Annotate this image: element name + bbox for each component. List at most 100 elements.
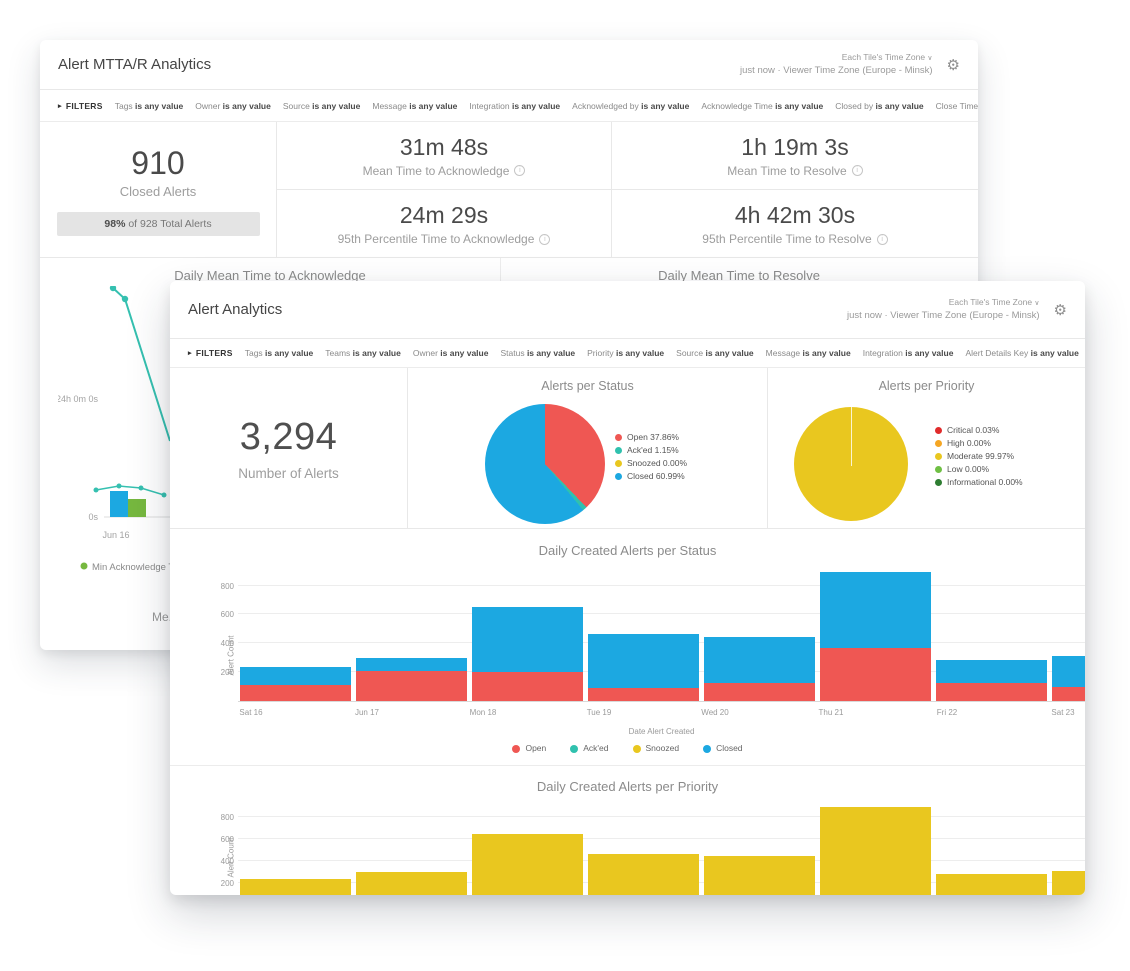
bar-segment-moderate[interactable] (820, 806, 931, 895)
legend-item[interactable]: Ack'ed (570, 742, 609, 755)
bar-sat-23[interactable] (1052, 656, 1085, 701)
bar-jun-17[interactable] (356, 657, 467, 701)
legend-item[interactable]: High 0.00% (935, 437, 1023, 450)
filter-chip[interactable]: Teams is any value (325, 348, 401, 358)
number-of-alerts-tile[interactable]: 3,294 Number of Alerts (170, 368, 408, 529)
filter-chip[interactable]: Owner is any value (195, 100, 271, 111)
bar-segment-open[interactable] (820, 647, 931, 701)
info-icon[interactable]: i (539, 233, 551, 245)
p95-resolve-tile[interactable]: 4h 42m 30s 95th Percentile Time to Resol… (612, 190, 978, 258)
line-point[interactable] (161, 492, 167, 498)
bar-segment-closed[interactable] (936, 659, 1047, 683)
bar-segment-moderate[interactable] (704, 856, 815, 895)
bar-segment-open[interactable] (472, 672, 583, 701)
tile-timezone-select[interactable]: Each Tile's Time Zone ∨ (847, 297, 1040, 309)
bar-tue-19[interactable] (588, 633, 699, 701)
filter-chip[interactable]: Alert Details Key is any value (965, 348, 1079, 358)
filter-chip[interactable]: Tags is any value (114, 100, 184, 111)
filter-chip[interactable]: Message is any value (765, 348, 851, 358)
legend-dot[interactable] (80, 562, 88, 570)
bar-wed-20[interactable] (704, 636, 815, 701)
bar-sat-16[interactable] (240, 667, 351, 701)
bar-segment-closed[interactable] (704, 636, 815, 683)
legend-item[interactable]: Moderate 99.97% (935, 450, 1023, 463)
legend-item[interactable]: Closed 60.99% (615, 470, 687, 483)
bar-segment-moderate[interactable] (240, 879, 351, 895)
bar-thu-21[interactable] (820, 806, 931, 895)
bar-tue-19[interactable] (588, 853, 699, 895)
bar-mon-18[interactable] (472, 833, 583, 895)
legend-item[interactable]: Closed (703, 742, 743, 755)
bar-sat-23[interactable] (1052, 870, 1085, 895)
filter-chip[interactable]: Close Time is any value (935, 100, 978, 111)
filter-chip[interactable]: Owner is any value (412, 348, 489, 358)
closed-alerts-tile[interactable]: 910 Closed Alerts 98% of 928 Total Alert… (40, 122, 277, 258)
bar-segment-open[interactable] (240, 685, 351, 701)
daily-mtta-mini-chart[interactable]: 24h 0m 0s 0s Jun 16 Min Acknowledge Time (56, 284, 273, 586)
bar-thu-21[interactable] (820, 571, 931, 701)
filters-toggle[interactable]: ▸ FILTERS (188, 348, 233, 358)
legend-item[interactable]: Snoozed (632, 742, 679, 755)
bar-sat-16[interactable] (240, 879, 351, 895)
tile-timezone-select[interactable]: Each Tile's Time Zone ∨ (740, 52, 933, 64)
filter-chip[interactable]: Source is any value (676, 348, 754, 358)
line-point[interactable] (109, 284, 117, 292)
bar-segment-open[interactable] (936, 682, 1047, 701)
filter-chip[interactable]: Status is any value (500, 348, 576, 358)
filter-chip[interactable]: Priority is any value (587, 348, 665, 358)
line-point[interactable] (121, 295, 129, 303)
bar-segment-open[interactable] (1052, 686, 1085, 701)
legend-item[interactable]: Open 37.86% (615, 431, 687, 444)
info-icon[interactable]: i (851, 165, 863, 176)
max-ack-time-line[interactable] (112, 287, 171, 442)
gear-icon[interactable]: ⚙ (946, 56, 960, 74)
filter-chip[interactable]: Integration is any value (469, 100, 561, 111)
bar-segment-closed[interactable] (240, 667, 351, 686)
bar-fri-22[interactable] (936, 873, 1047, 895)
bar-segment-open[interactable] (588, 688, 699, 701)
legend-item[interactable]: Informational 0.00% (935, 476, 1023, 489)
bar-segment-moderate[interactable] (588, 853, 699, 895)
filters-toggle[interactable]: ▸ FILTERS (58, 101, 103, 111)
mtta-tile[interactable]: 31m 48s Mean Time to Acknowledge i (277, 122, 612, 190)
min-ack-bar[interactable] (128, 499, 146, 517)
bar-segment-closed[interactable] (1052, 656, 1085, 687)
bar-segment-open[interactable] (704, 682, 815, 701)
legend-item[interactable]: Critical 0.03% (935, 424, 1023, 437)
filter-chip[interactable]: Tags is any value (244, 348, 314, 358)
bar-segment-closed[interactable] (472, 607, 583, 673)
alerts-per-status-pie[interactable] (485, 404, 605, 524)
line-point[interactable] (116, 483, 122, 489)
legend-item[interactable]: Low 0.00% (935, 463, 1023, 476)
bar-segment-open[interactable] (356, 670, 467, 701)
bar-segment-moderate[interactable] (472, 833, 583, 895)
info-icon[interactable]: i (876, 233, 888, 245)
bar-segment-closed[interactable] (356, 657, 467, 671)
legend-item[interactable]: Snoozed 0.00% (615, 457, 687, 470)
bar-mon-18[interactable] (472, 607, 583, 701)
mttr-tile[interactable]: 1h 19m 3s Mean Time to Resolve i (612, 122, 978, 190)
filter-chip[interactable]: Acknowledge Time is any value (701, 100, 824, 111)
filter-chip[interactable]: Acknowledged by is any value (572, 100, 690, 111)
line-point[interactable] (93, 487, 99, 493)
bar-segment-moderate[interactable] (936, 873, 1047, 895)
bar-fri-22[interactable] (936, 659, 1047, 701)
gear-icon[interactable]: ⚙ (1053, 301, 1067, 319)
filter-chip[interactable]: Message is any value (372, 100, 458, 111)
p95-ack-tile[interactable]: 24m 29s 95th Percentile Time to Acknowle… (277, 190, 612, 258)
alerts-per-priority-pie[interactable] (794, 407, 908, 521)
bar-segment-closed[interactable] (588, 633, 699, 689)
bar-segment-moderate[interactable] (1052, 870, 1085, 895)
filter-chip[interactable]: Integration is any value (862, 348, 954, 358)
mtta-bar[interactable] (110, 491, 128, 517)
bar-segment-moderate[interactable] (356, 872, 467, 895)
filter-chip[interactable]: Source is any value (282, 100, 361, 111)
line-point[interactable] (138, 485, 144, 491)
bar-wed-20[interactable] (704, 856, 815, 895)
info-icon[interactable]: i (514, 165, 526, 176)
legend-item[interactable]: Ack'ed 1.15% (615, 444, 687, 457)
bar-segment-closed[interactable] (820, 571, 931, 648)
bar-jun-17[interactable] (356, 872, 467, 895)
filter-chip[interactable]: Closed by is any value (835, 100, 924, 111)
mean-ack-time-line[interactable] (95, 485, 165, 496)
